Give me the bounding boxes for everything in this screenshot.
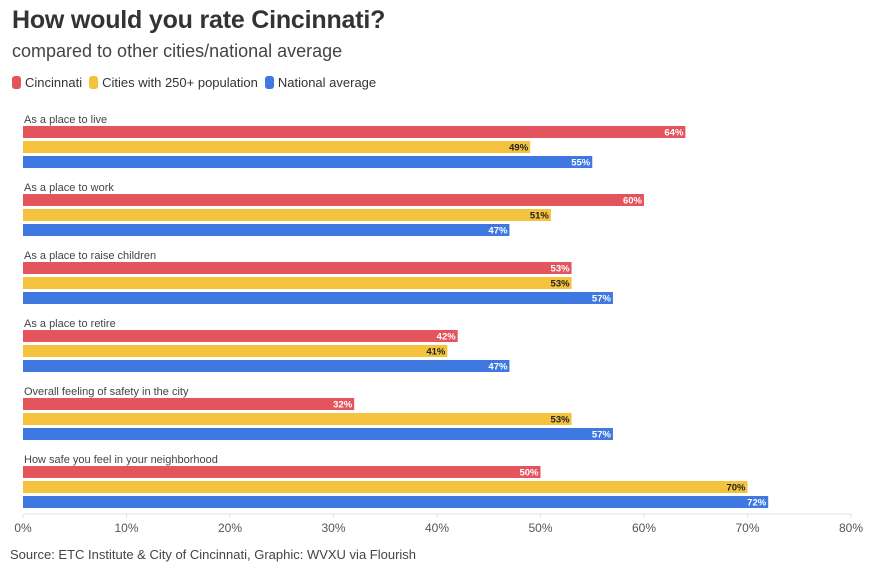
x-tick-label: 30% bbox=[321, 521, 345, 535]
x-tick-label: 40% bbox=[425, 521, 449, 535]
bar-cities-with-250-population bbox=[23, 209, 551, 221]
bar-national-average bbox=[23, 156, 593, 168]
data-label: 57% bbox=[592, 430, 612, 441]
x-tick-label: 60% bbox=[632, 521, 656, 535]
data-label: 72% bbox=[747, 498, 767, 509]
bar-cities-with-250-population bbox=[23, 481, 748, 493]
data-label: 55% bbox=[571, 158, 591, 169]
data-label: 70% bbox=[726, 483, 746, 494]
chart-subtitle: compared to other cities/national averag… bbox=[12, 41, 343, 61]
legend-item-cincinnati[interactable]: Cincinnati bbox=[12, 75, 82, 90]
bar-national-average bbox=[23, 292, 613, 304]
source-note: Source: ETC Institute & City of Cincinna… bbox=[10, 547, 417, 562]
data-label: 53% bbox=[551, 264, 571, 275]
category-label: As a place to live bbox=[24, 114, 107, 126]
chart-title: How would you rate Cincinnati? bbox=[12, 6, 386, 34]
data-label: 53% bbox=[551, 279, 571, 290]
category-label: As a place to raise children bbox=[24, 250, 156, 262]
legend: Cincinnati Cities with 250+ population N… bbox=[12, 75, 383, 90]
data-label: 49% bbox=[509, 143, 529, 154]
bar-cities-with-250-population bbox=[23, 413, 572, 425]
x-tick-label: 0% bbox=[14, 521, 32, 535]
data-label: 53% bbox=[551, 415, 571, 426]
legend-label: Cities with 250+ population bbox=[102, 75, 258, 90]
data-label: 47% bbox=[488, 362, 508, 373]
bar-cincinnati bbox=[23, 398, 355, 410]
legend-item-national-average[interactable]: National average bbox=[264, 75, 377, 90]
legend-swatch-icon bbox=[89, 76, 99, 89]
bar-national-average bbox=[23, 428, 613, 440]
data-label: 57% bbox=[592, 294, 612, 305]
data-label: 50% bbox=[519, 468, 539, 479]
bar-cincinnati bbox=[23, 194, 644, 206]
data-label: 47% bbox=[488, 226, 508, 237]
bar-cincinnati bbox=[23, 466, 541, 478]
bar-cities-with-250-population bbox=[23, 141, 531, 153]
data-label: 42% bbox=[437, 332, 457, 343]
bar-cincinnati bbox=[23, 126, 686, 138]
bar-national-average bbox=[23, 496, 769, 508]
data-label: 51% bbox=[530, 211, 550, 222]
data-label: 32% bbox=[333, 400, 353, 411]
legend-label: National average bbox=[277, 75, 377, 90]
x-tick-label: 70% bbox=[735, 521, 759, 535]
bar-national-average bbox=[23, 224, 510, 236]
x-tick-label: 20% bbox=[218, 521, 242, 535]
data-label: 41% bbox=[426, 347, 446, 358]
bar-cities-with-250-population bbox=[23, 345, 448, 357]
bar-cities-with-250-population bbox=[23, 277, 572, 289]
legend-item-cities-250[interactable]: Cities with 250+ population bbox=[89, 75, 258, 90]
data-label: 60% bbox=[623, 196, 643, 207]
category-label: As a place to work bbox=[24, 182, 114, 194]
category-label: Overall feeling of safety in the city bbox=[24, 386, 189, 398]
legend-swatch-icon bbox=[12, 76, 21, 89]
bar-cincinnati bbox=[23, 330, 458, 342]
bar-cincinnati bbox=[23, 262, 572, 274]
category-label: As a place to retire bbox=[24, 318, 116, 330]
legend-swatch-icon bbox=[264, 76, 274, 89]
x-tick-label: 80% bbox=[839, 521, 863, 535]
bar-national-average bbox=[23, 360, 510, 372]
category-label: How safe you feel in your neighborhood bbox=[24, 454, 218, 466]
x-tick-label: 50% bbox=[528, 521, 552, 535]
data-label: 64% bbox=[664, 128, 684, 139]
x-tick-label: 10% bbox=[114, 521, 138, 535]
legend-label: Cincinnati bbox=[25, 75, 83, 90]
